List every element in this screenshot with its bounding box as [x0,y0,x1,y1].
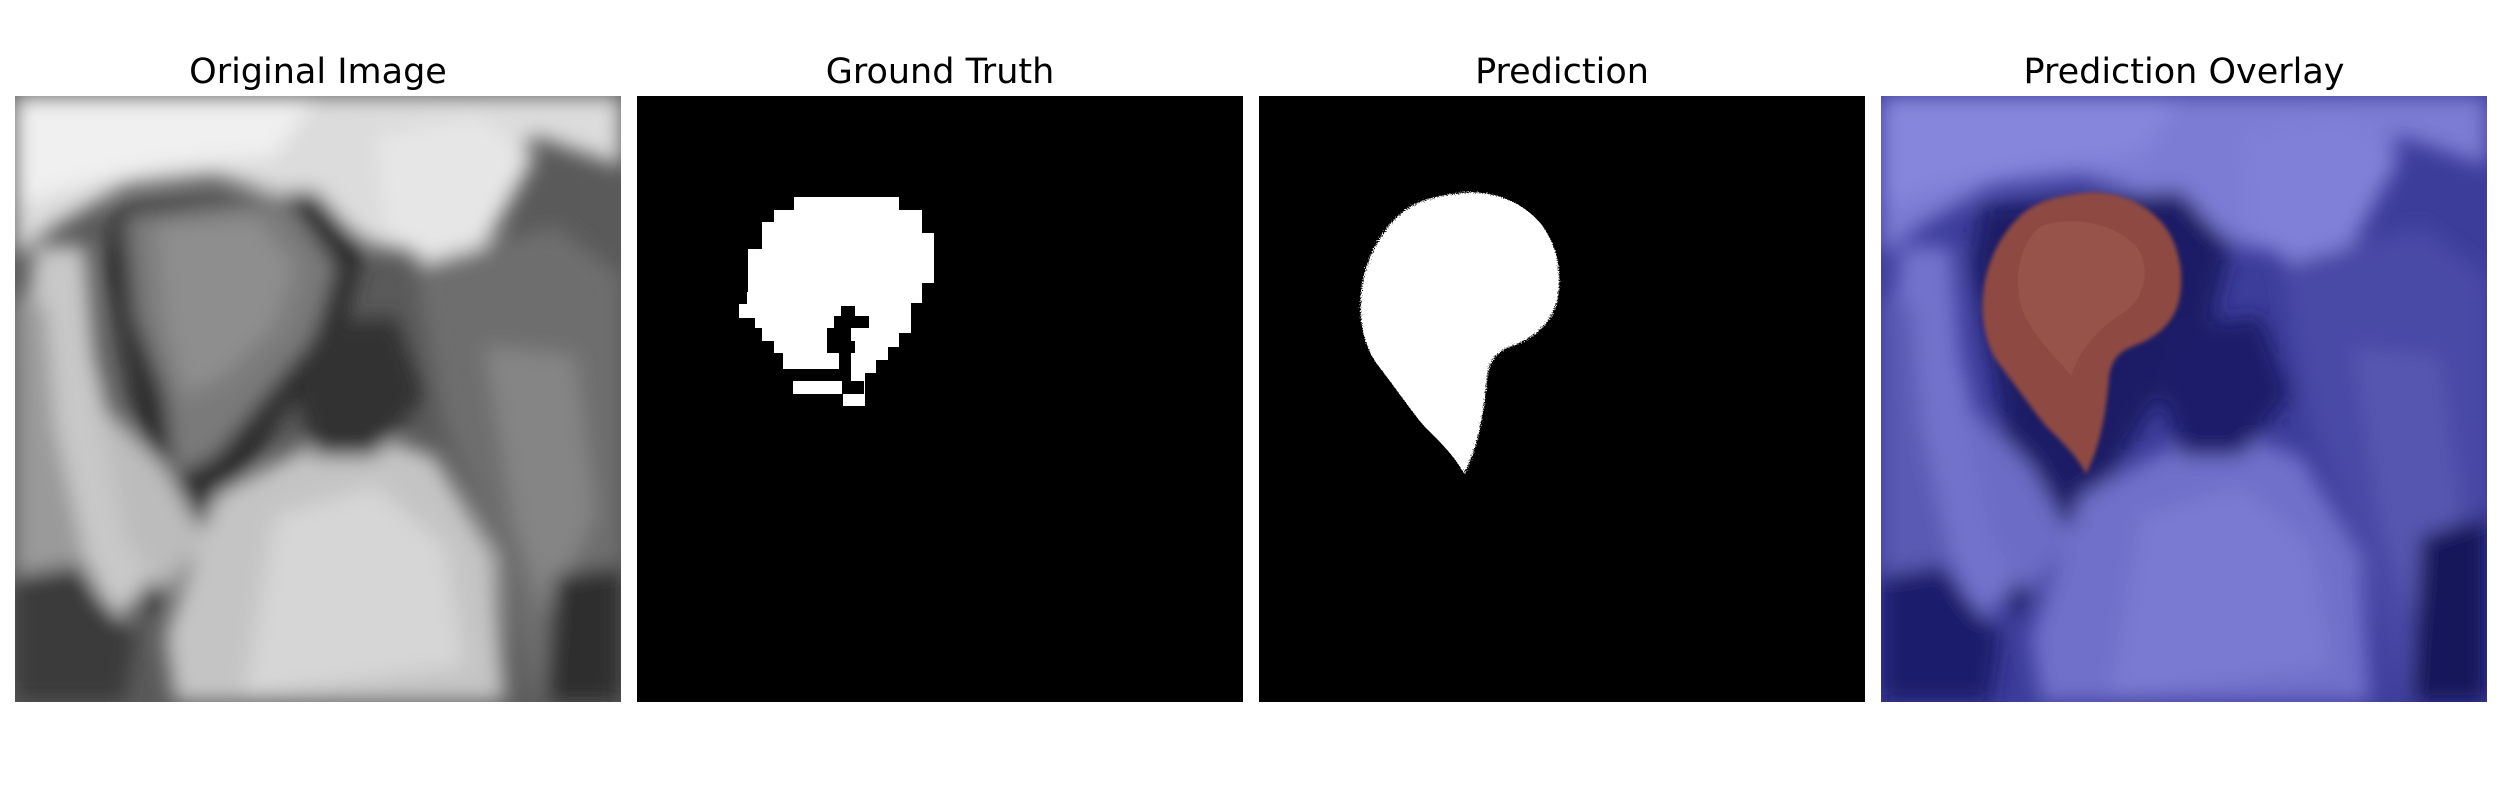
original-mri-image [15,96,621,702]
prediction-overlay-panel [1881,96,2487,702]
prediction-mask [1259,96,1865,702]
prediction-overlay-image [1881,96,2487,702]
original-image-title: Original Image [189,52,447,92]
prediction-panel [1259,96,1865,702]
original-image-panel [15,96,621,702]
prediction-title: Prediction [1475,52,1649,92]
ground-truth-title: Ground Truth [825,52,1055,92]
ground-truth-panel [637,96,1243,702]
ground-truth-mask [637,96,1243,702]
prediction-overlay-title: Prediction Overlay [2023,52,2345,92]
